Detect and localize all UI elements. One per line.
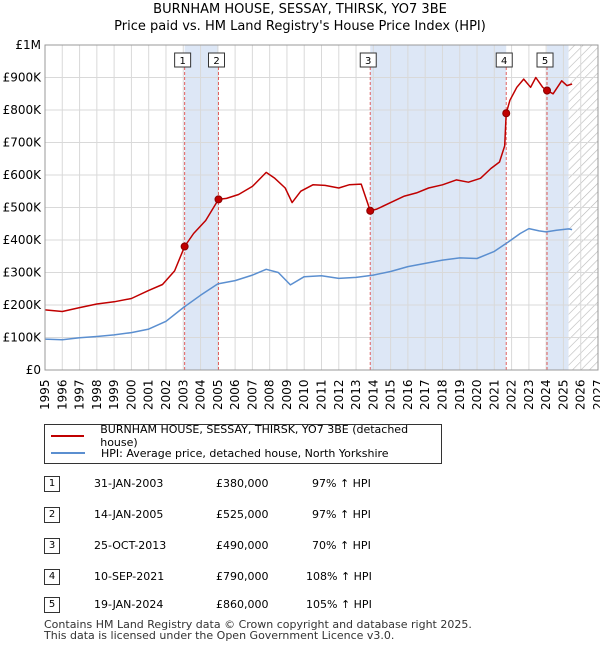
legend-label-property: BURNHAM HOUSE, SESSAY, THIRSK, YO7 3BE (… <box>100 423 409 449</box>
x-tick-label: 1997 <box>73 379 87 410</box>
hpi-line <box>44 227 573 341</box>
sale-badge: 3 <box>44 538 60 554</box>
y-tick-label: £700K <box>3 136 43 150</box>
legend-swatch-property <box>51 435 85 437</box>
sale-price: £380,000 <box>216 477 269 490</box>
x-tick-label: 2022 <box>505 379 519 410</box>
sale-hpi: 97% ↑ HPI <box>312 508 371 521</box>
sale-price: £525,000 <box>216 508 269 521</box>
legend-item-property: BURNHAM HOUSE, SESSAY, THIRSK, YO7 3BE (… <box>51 423 441 449</box>
y-tick-label: £400K <box>3 233 43 247</box>
sale-hpi: 70% ↑ HPI <box>312 539 371 552</box>
sale-hpi: 97% ↑ HPI <box>312 477 371 490</box>
legend: BURNHAM HOUSE, SESSAY, THIRSK, YO7 3BE (… <box>44 423 442 464</box>
sale-price: £790,000 <box>216 570 269 583</box>
sale-4-badge-label: 4 <box>501 56 507 67</box>
property-price-line <box>44 76 573 313</box>
y-tick-label: £500K <box>3 201 43 215</box>
x-tick-label: 2010 <box>297 379 311 410</box>
x-tick-label: 2027 <box>591 379 600 410</box>
sale-date: 31-JAN-2003 <box>94 477 164 490</box>
sale-4-point <box>502 109 511 118</box>
sale-2-badge-label: 2 <box>213 56 219 67</box>
x-tick-label: 2013 <box>349 379 363 410</box>
x-tick-label: 1995 <box>38 379 52 410</box>
x-tick-label: 2005 <box>211 379 225 410</box>
x-tick-label: 2019 <box>453 379 467 410</box>
sale-hpi: 108% ↑ HPI <box>306 570 372 583</box>
price-chart: 1 2 3 4 5 £0 £100K £200K £300K £400K £500K £600K £70… <box>3 38 600 410</box>
x-tick-label: 2007 <box>245 379 259 410</box>
sale-5-badge-label: 5 <box>542 56 548 67</box>
x-tick-label: 2026 <box>574 379 588 410</box>
sale-5-badge-box <box>536 52 554 68</box>
x-tick-label: 2006 <box>228 379 242 410</box>
x-tick-label: 2021 <box>487 379 501 410</box>
x-tick-label: 1996 <box>55 379 69 410</box>
x-tick-label: 2012 <box>332 379 346 410</box>
footer-copyright: Contains HM Land Registry data © Crown c… <box>44 618 472 631</box>
sale-3-badge-label: 3 <box>365 56 371 67</box>
x-tick-label: 2004 <box>194 379 208 410</box>
y-tick-label: £100K <box>3 331 43 345</box>
x-tick-label: 2018 <box>435 379 449 410</box>
x-tick-label: 2024 <box>539 379 553 410</box>
x-tick-label: 2017 <box>418 379 432 410</box>
x-tick-label: 2008 <box>263 379 277 410</box>
sale-3-badge-box <box>359 52 377 68</box>
y-tick-label: £200K <box>3 298 43 312</box>
y-tick-label: £300K <box>3 266 43 280</box>
sale-2-point <box>214 195 223 204</box>
x-tick-label: 2000 <box>124 379 138 410</box>
x-tick-label: 2014 <box>366 379 380 410</box>
x-tick-label: 2009 <box>280 379 294 410</box>
x-tick-label: 2001 <box>142 379 156 410</box>
legend-label-hpi: HPI: Average price, detached house, Nort… <box>101 446 389 460</box>
y-tick-label: £1M <box>15 38 41 52</box>
x-tick-label: 2003 <box>176 379 190 410</box>
sale-1-badge-label: 1 <box>179 56 185 67</box>
y-tick-label: £900K <box>3 71 43 85</box>
sale-5-point <box>543 86 552 95</box>
sale-badge: 2 <box>44 507 60 523</box>
sale-2-badge-box <box>208 52 226 68</box>
x-tick-label: 2016 <box>401 379 415 410</box>
x-tick-label: 2015 <box>384 379 398 410</box>
x-tick-label: 2023 <box>522 379 536 410</box>
sale-4-badge-box <box>495 52 513 68</box>
x-tick-label: 2020 <box>470 379 484 410</box>
sale-hpi: 105% ↑ HPI <box>306 598 372 611</box>
sale-3-point <box>366 206 375 215</box>
x-tick-label: 2002 <box>159 379 173 410</box>
x-tick-label: 1999 <box>107 379 121 410</box>
plot-border <box>44 44 599 371</box>
sale-1-badge-box <box>174 52 192 68</box>
legend-item-hpi: HPI: Average price, detached house, Nort… <box>51 445 389 461</box>
footer-licence: This data is licensed under the Open Gov… <box>44 629 395 642</box>
sale-badge: 4 <box>44 569 60 585</box>
y-tick-label: £600K <box>3 168 43 182</box>
sale-price: £490,000 <box>216 539 269 552</box>
x-tick-label: 1998 <box>90 379 104 410</box>
sale-price: £860,000 <box>216 598 269 611</box>
sale-badge: 1 <box>44 476 60 492</box>
legend-swatch-hpi <box>51 452 85 454</box>
sale-badge: 5 <box>44 597 60 613</box>
sale-date: 10-SEP-2021 <box>94 570 165 583</box>
y-tick-label: £0 <box>26 363 41 377</box>
x-tick-label: 2025 <box>556 379 570 410</box>
y-tick-label: £800K <box>3 103 43 117</box>
sale-date: 14-JAN-2005 <box>94 508 164 521</box>
chart-title: BURNHAM HOUSE, SESSAY, THIRSK, YO7 3BE <box>153 2 447 17</box>
sale-date: 19-JAN-2024 <box>94 598 164 611</box>
chart-subtitle: Price paid vs. HM Land Registry's House … <box>114 19 486 34</box>
sale-1-point <box>180 242 189 251</box>
footer: Contains HM Land Registry data © Crown c… <box>44 619 472 641</box>
sale-date: 25-OCT-2013 <box>94 539 167 552</box>
x-tick-label: 2011 <box>315 379 329 410</box>
